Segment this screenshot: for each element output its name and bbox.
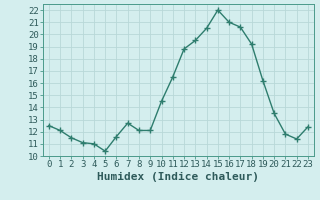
X-axis label: Humidex (Indice chaleur): Humidex (Indice chaleur) xyxy=(97,172,260,182)
